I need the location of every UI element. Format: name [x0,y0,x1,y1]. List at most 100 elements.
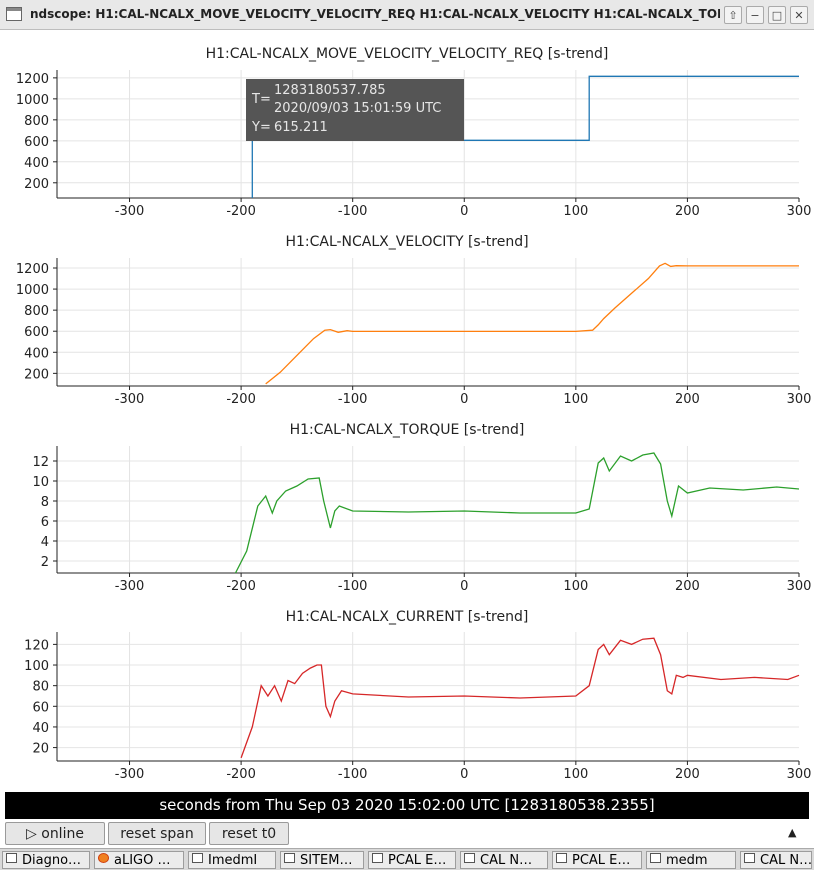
x-tick-label: -200 [226,204,256,219]
series-line [265,262,799,385]
series-line [240,637,800,759]
reset-span-button[interactable]: reset span [108,822,206,845]
y-tick-label: 600 [24,135,49,150]
window-icon [284,853,295,863]
time-axis-label: seconds from Thu Sep 03 2020 15:02:00 UT… [5,792,809,819]
tooltip-t-gps: 1283180537.785 [274,83,386,98]
taskbar-item[interactable]: PCAL E… [368,851,456,869]
y-tick-label: 200 [24,367,49,382]
tooltip-y-label: Y= [252,120,271,135]
taskbar-item[interactable]: ImedmI [188,851,276,869]
x-tick-label: -300 [115,579,145,594]
x-tick-label: -200 [226,392,256,407]
window-icon [372,853,383,863]
collapse-arrow-icon[interactable]: ▲ [788,826,797,839]
x-tick-label: 0 [460,579,468,594]
y-tick-label: 200 [24,177,49,192]
y-tick-label: 1200 [16,262,49,277]
x-tick-label: 0 [460,767,468,782]
window-titlebar: ndscope: H1:CAL-NCALX_MOVE_VELOCITY_VELO… [0,0,814,30]
y-tick-label: 10 [32,475,49,490]
y-tick-label: 12 [32,455,49,470]
taskbar-item[interactable]: CAL N… [740,851,812,869]
y-tick-label: 1000 [16,283,49,298]
taskbar-item[interactable]: SITEM… [280,851,364,869]
x-tick-label: 300 [787,204,812,219]
x-tick-label: 0 [460,204,468,219]
x-tick-label: 300 [787,579,812,594]
y-tick-label: 400 [24,156,49,171]
y-tick-label: 8 [41,495,49,510]
x-tick-label: 300 [787,392,812,407]
x-tick-label: -200 [226,767,256,782]
y-tick-label: 20 [32,742,49,757]
maximize-button[interactable]: □ [768,6,786,24]
x-tick-label: 100 [563,579,588,594]
x-tick-label: 200 [675,392,700,407]
y-tick-label: 800 [24,304,49,319]
x-tick-label: 200 [675,204,700,219]
x-tick-label: -300 [115,392,145,407]
online-button[interactable]: ▷ online [5,822,105,845]
cursor-tooltip: T= 1283180537.785 2020/09/03 15:01:59 UT… [246,79,464,141]
y-tick-label: 4 [41,535,49,550]
reset-t0-button[interactable]: reset t0 [209,822,289,845]
y-tick-label: 1000 [16,93,49,108]
close-button[interactable]: ✕ [790,6,808,24]
tooltip-t-label: T= [252,92,271,107]
taskbar-item[interactable]: CAL N… [460,851,548,869]
x-tick-label: 200 [675,767,700,782]
taskbar: Diagno… aLIGO … ImedmI SITEM… PCAL E… CA… [0,848,814,870]
x-tick-label: -300 [115,204,145,219]
y-tick-label: 6 [41,515,49,530]
x-tick-label: -100 [338,579,368,594]
plot-2-velocity[interactable]: 200 400 600 800 1000 1200 -300 -200 -100 0 100 200 3… [0,258,814,407]
y-tick-label: 60 [32,700,49,715]
taskbar-item[interactable]: PCAL E… [552,851,642,869]
x-tick-label: 100 [563,204,588,219]
y-tick-label: 400 [24,346,49,361]
minimize-button[interactable]: − [746,6,764,24]
x-tick-label: -200 [226,579,256,594]
series-line [251,75,799,198]
x-tick-label: 100 [563,392,588,407]
window-icon [744,853,755,863]
taskbar-item[interactable]: Diagno… [2,851,90,869]
plot-4-title: H1:CAL-NCALX_CURRENT [s-trend] [285,609,529,625]
x-tick-label: -100 [338,767,368,782]
x-tick-label: -300 [115,767,145,782]
plot-3-title: H1:CAL-NCALX_TORQUE [s-trend] [289,422,525,438]
x-tick-label: -100 [338,204,368,219]
plot-1-title: H1:CAL-NCALX_MOVE_VELOCITY_VELOCITY_REQ … [205,46,609,62]
firefox-icon [98,853,109,863]
window-icon [6,853,17,863]
shade-button[interactable]: ⇧ [724,6,742,24]
plot-2-title: H1:CAL-NCALX_VELOCITY [s-trend] [285,234,529,250]
y-tick-label: 1200 [16,72,49,87]
taskbar-item[interactable]: medm [646,851,736,869]
y-tick-label: 800 [24,114,49,129]
plot-4-current[interactable]: 20 40 60 80 100 120 -300 -200 -100 0 100 200 300 [0,632,814,782]
tooltip-t-utc: 2020/09/03 15:01:59 UTC [274,101,442,116]
x-tick-label: -100 [338,392,368,407]
x-tick-label: 200 [675,579,700,594]
window-icon [464,853,475,863]
y-tick-label: 600 [24,325,49,340]
x-tick-label: 100 [563,767,588,782]
window-title: ndscope: H1:CAL-NCALX_MOVE_VELOCITY_VELO… [30,7,720,21]
x-tick-label: 0 [460,392,468,407]
tooltip-y-value: 615.211 [274,120,328,135]
y-tick-label: 2 [41,555,49,570]
window-icon [192,853,203,863]
y-tick-label: 40 [32,721,49,736]
taskbar-item[interactable]: aLIGO … [94,851,184,869]
x-tick-label: 300 [787,767,812,782]
plot-1-velocity-request[interactable]: 200 400 600 800 1000 1200 -300 -200 -100 0 100 200 3… [0,70,814,219]
y-tick-label: 120 [24,638,49,653]
window-icon [650,853,661,863]
y-tick-label: 100 [24,659,49,674]
y-tick-label: 80 [32,680,49,695]
plot-3-torque[interactable]: 2 4 6 8 10 12 -300 -200 -100 0 100 200 300 [0,446,814,594]
window-icon [6,7,22,21]
window-icon [556,853,567,863]
